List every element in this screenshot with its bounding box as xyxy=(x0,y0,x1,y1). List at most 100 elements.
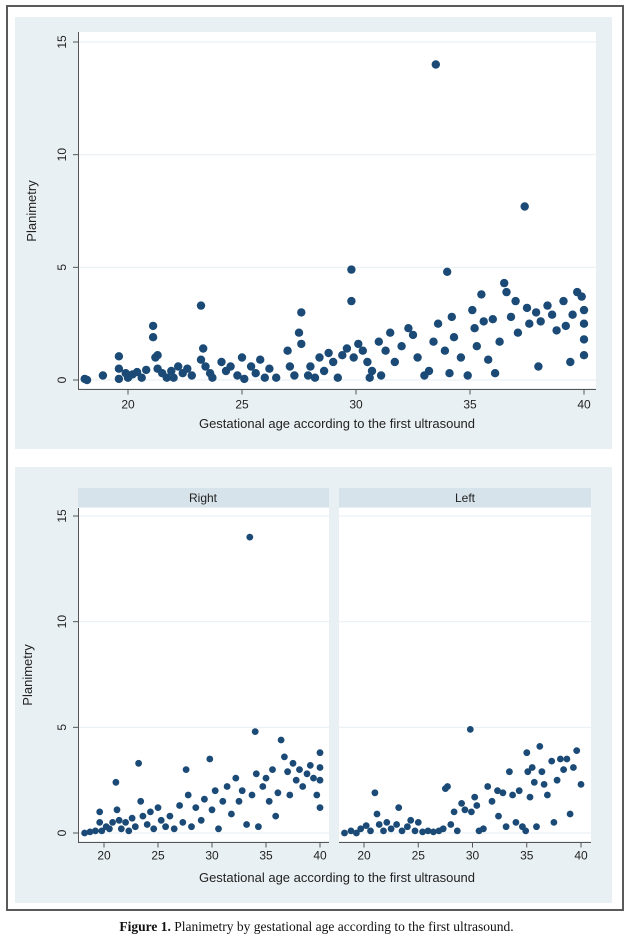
left-data-point xyxy=(515,787,523,795)
facet-header-right xyxy=(78,488,329,507)
right-data-point xyxy=(255,823,262,831)
top-data-point xyxy=(447,312,456,322)
top-x-tick-label: 30 xyxy=(349,398,363,412)
top-data-point xyxy=(294,328,304,337)
top-data-point xyxy=(114,364,124,373)
top-data-point xyxy=(579,335,589,344)
right-data-point xyxy=(277,736,285,744)
top-data-point xyxy=(500,278,509,288)
top-data-point xyxy=(536,317,545,326)
top-data-point xyxy=(472,342,481,351)
right-data-point xyxy=(219,797,227,805)
top-data-point xyxy=(148,333,158,342)
top-data-point xyxy=(534,362,543,371)
right-data-point xyxy=(238,787,246,795)
top-data-point xyxy=(520,202,529,211)
right-data-point xyxy=(98,827,106,835)
top-data-point xyxy=(226,362,235,371)
right-data-point xyxy=(262,774,270,782)
right-data-point xyxy=(122,819,129,826)
top-data-point xyxy=(240,374,249,384)
right-data-point xyxy=(235,797,243,805)
right-data-point xyxy=(259,783,267,790)
top-data-point xyxy=(272,373,281,382)
left-data-point xyxy=(560,766,567,773)
right-data-point xyxy=(292,776,300,784)
right-data-point xyxy=(92,827,99,835)
top-data-point xyxy=(333,373,342,382)
left-x-tick-label: 35 xyxy=(520,849,534,863)
top-data-point xyxy=(577,292,586,301)
top-data-point xyxy=(201,362,210,371)
top-data-point xyxy=(579,319,589,328)
right-data-point xyxy=(131,823,139,831)
left-data-point xyxy=(357,825,365,833)
right-data-point xyxy=(125,827,133,835)
right-data-point xyxy=(184,791,192,799)
top-data-point xyxy=(470,324,479,333)
left-data-point xyxy=(494,787,501,795)
right-data-point xyxy=(284,768,291,776)
left-data-point xyxy=(411,827,419,835)
right-data-point xyxy=(248,791,256,799)
top-data-point xyxy=(365,373,374,382)
right-data-point xyxy=(179,819,187,826)
top-data-point xyxy=(187,371,196,380)
top-data-point xyxy=(477,290,486,299)
right-data-point xyxy=(96,819,104,826)
left-data-point xyxy=(488,797,496,805)
bottom-x-axis-title: Gestational age according to the first u… xyxy=(199,870,475,885)
right-data-point xyxy=(274,789,282,797)
left-data-point xyxy=(502,823,510,831)
right-data-point xyxy=(117,825,125,833)
top-data-point xyxy=(338,351,347,360)
top-data-point xyxy=(297,339,306,349)
top-data-point xyxy=(217,357,226,367)
top-data-point xyxy=(153,351,162,360)
top-data-point xyxy=(347,265,356,274)
left-data-point xyxy=(523,749,531,757)
figure-svg: 20 25 30 35 40 0 5 10 15 Planimetry Gestational … xyxy=(15,17,612,903)
right-data-point xyxy=(223,783,231,790)
top-data-point xyxy=(148,321,158,331)
left-data-point xyxy=(414,819,422,826)
left-data-point xyxy=(407,816,415,824)
right-data-point xyxy=(286,791,294,799)
right-y-tick-label: 15 xyxy=(55,509,69,523)
top-data-point xyxy=(208,373,217,382)
caption-text: Planimetry by gestational age according … xyxy=(170,919,514,934)
top-data-point xyxy=(363,357,372,367)
top-data-point xyxy=(552,326,561,335)
left-data-point xyxy=(395,804,403,811)
right-data-point xyxy=(188,823,195,831)
top-data-point xyxy=(285,362,295,371)
top-data-point xyxy=(484,355,493,364)
right-data-point xyxy=(137,797,145,805)
top-data-point xyxy=(132,367,142,377)
top-data-point xyxy=(310,373,320,382)
top-data-point xyxy=(543,301,552,310)
facet-label-right: Right xyxy=(189,491,218,505)
right-data-point xyxy=(162,823,170,831)
right-data-point xyxy=(306,762,314,769)
right-data-point xyxy=(313,791,321,799)
left-data-point xyxy=(538,768,546,776)
top-data-point xyxy=(408,330,418,340)
top-data-point xyxy=(374,337,383,346)
right-data-point xyxy=(246,533,254,541)
left-data-point xyxy=(393,821,400,828)
left-data-point xyxy=(367,827,374,835)
top-data-point xyxy=(347,296,356,306)
top-data-point xyxy=(367,366,377,376)
left-data-point xyxy=(424,827,432,835)
left-data-point xyxy=(577,781,585,788)
top-data-point xyxy=(319,366,329,376)
top-data-point xyxy=(502,287,511,297)
right-data-point xyxy=(135,759,143,767)
left-data-point xyxy=(536,743,544,750)
right-data-point xyxy=(310,774,317,782)
top-data-point xyxy=(196,301,206,310)
left-data-point xyxy=(530,778,538,786)
right-data-point xyxy=(166,812,174,820)
left-data-point xyxy=(430,828,437,836)
